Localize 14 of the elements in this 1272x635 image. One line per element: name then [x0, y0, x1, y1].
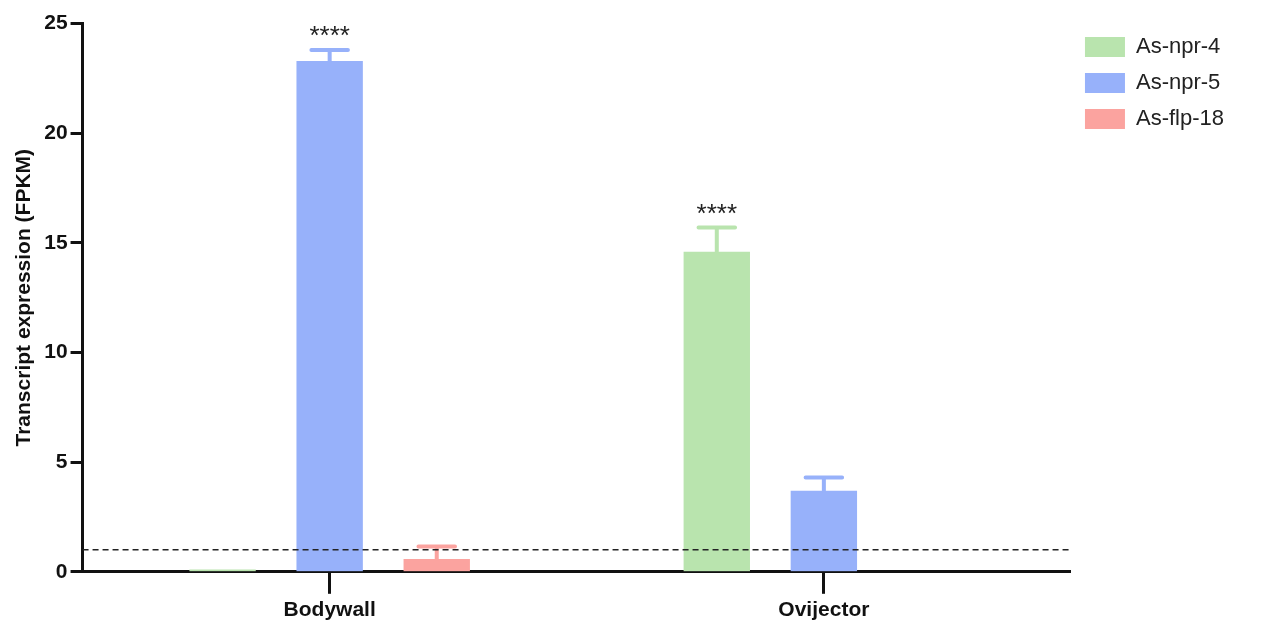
legend-label: As-npr-5: [1135, 69, 1221, 95]
annotation: ****: [696, 197, 738, 228]
legend-label: As-flp-18: [1135, 105, 1225, 131]
x-tick-label: Ovijector: [778, 597, 870, 621]
legend-label: As-npr-4: [1135, 33, 1221, 59]
y-tick-label: 25: [44, 10, 68, 34]
x-tick-label: Bodywall: [283, 597, 376, 621]
y-axis-title: Transcript expression (FPKM): [11, 148, 35, 447]
y-tick-label: 15: [44, 229, 68, 253]
annotation: ****: [309, 19, 350, 50]
y-tick-label: 0: [55, 558, 68, 582]
y-tick-label: 20: [44, 120, 68, 144]
y-tick-label: 5: [55, 448, 68, 472]
y-tick-label: 10: [44, 339, 68, 363]
